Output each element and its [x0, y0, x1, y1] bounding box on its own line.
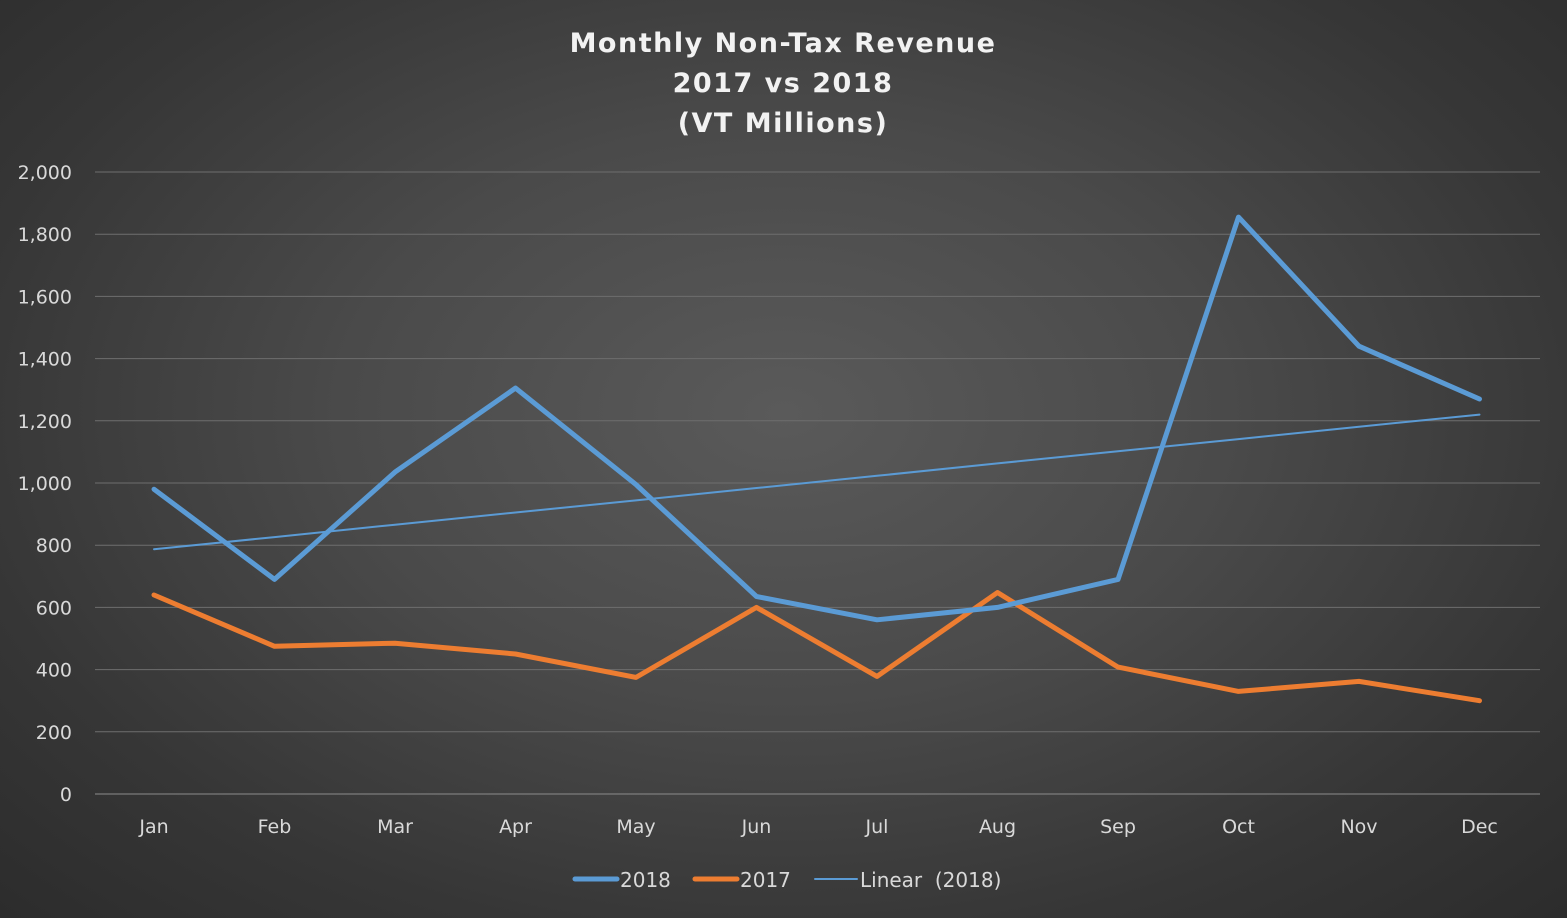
legend: 2018 2017 Linear (2018): [572, 868, 1001, 892]
x-tick-label: Jun: [741, 816, 772, 838]
x-tick-label: Mar: [377, 816, 413, 838]
x-tick-label: Aug: [979, 816, 1016, 838]
legend-label: Linear (2018): [860, 868, 1001, 892]
series-line-linear-2018: [153, 413, 1481, 551]
x-tick-label: Sep: [1100, 816, 1136, 838]
legend-label: 2018: [620, 868, 671, 892]
legend-item-linear-2018: Linear (2018): [814, 868, 1001, 892]
chart-title: Monthly Non-Tax Revenue 2017 vs 2018 (VT…: [570, 28, 997, 139]
series-line-2018: [151, 214, 1482, 623]
chart-title-line-3: (VT Millions): [678, 108, 889, 139]
y-tick-label: 600: [36, 597, 72, 619]
y-tick-label: 1,400: [18, 349, 72, 371]
y-tick-label: 400: [36, 660, 72, 682]
y-tick-label: 1,800: [18, 224, 72, 246]
x-axis-tick-labels: Jan Feb Mar Apr May Jun Jul Aug Sep Oct Nov Dec: [138, 816, 1498, 838]
x-tick-label: Apr: [499, 816, 532, 838]
legend-label: 2017: [740, 868, 791, 892]
x-tick-label: Nov: [1340, 816, 1377, 838]
x-tick-label: Oct: [1222, 816, 1255, 838]
y-tick-label: 1,000: [18, 473, 72, 495]
y-tick-label: 2,000: [18, 162, 72, 184]
series-line-2017: [151, 590, 1482, 704]
x-tick-label: Dec: [1461, 816, 1498, 838]
gridlines: [95, 171, 1540, 795]
y-tick-label: 1,600: [18, 286, 72, 308]
legend-item-2018: 2018: [572, 868, 671, 892]
x-tick-label: May: [616, 816, 655, 838]
x-tick-label: Jul: [865, 816, 889, 838]
y-tick-label: 200: [36, 722, 72, 744]
chart-title-line-2: 2017 vs 2018: [673, 68, 894, 99]
x-tick-label: Feb: [258, 816, 292, 838]
series-lines: [151, 214, 1482, 704]
y-tick-label: 0: [60, 784, 72, 806]
y-tick-label: 1,200: [18, 411, 72, 433]
y-axis-tick-labels: 0 200 400 600 800 1,000 1,200 1,400 1,600 1,800 2,…: [18, 162, 72, 806]
chart-title-line-1: Monthly Non-Tax Revenue: [570, 28, 997, 59]
legend-item-2017: 2017: [692, 868, 791, 892]
y-tick-label: 800: [36, 535, 72, 557]
x-tick-label: Jan: [138, 816, 168, 838]
